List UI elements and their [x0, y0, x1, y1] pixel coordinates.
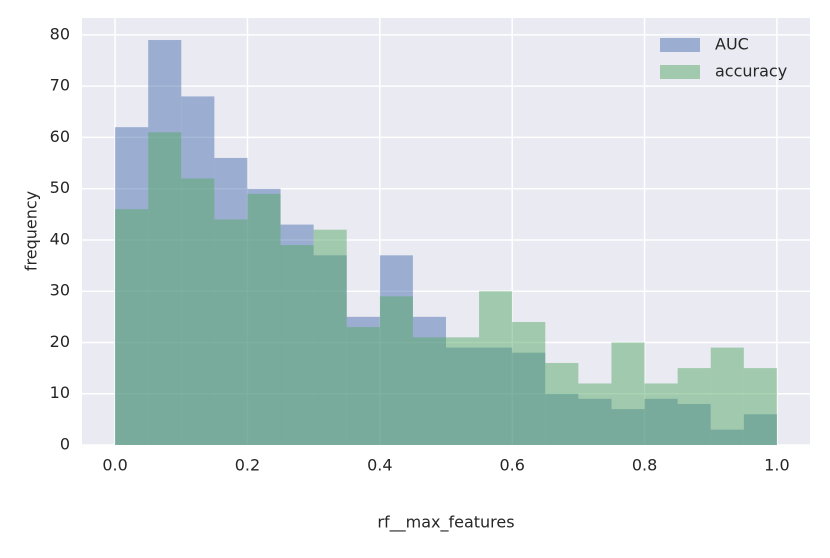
histogram-bar [578, 383, 612, 445]
y-tick-label: 70 [50, 76, 70, 95]
legend-swatch [660, 65, 700, 79]
histogram-bar [346, 327, 380, 445]
histogram-bar [148, 132, 182, 446]
y-tick-label: 20 [50, 332, 70, 351]
legend: AUC accuracy [660, 35, 787, 81]
x-tick-label: 0.8 [632, 456, 657, 475]
histogram-bar [412, 337, 446, 445]
histogram-bar [479, 291, 513, 445]
y-tick-label: 40 [50, 229, 70, 248]
histogram-bar [379, 296, 413, 445]
histogram-bar [512, 321, 546, 445]
bars [115, 40, 777, 446]
histogram-bar [611, 342, 645, 445]
x-tick-label: 0.2 [235, 456, 260, 475]
legend-swatch [660, 38, 700, 52]
x-tick-label: 0.0 [102, 456, 127, 475]
histogram-bar [280, 245, 314, 445]
histogram-bar [644, 383, 678, 445]
histogram-bar [313, 229, 347, 445]
histogram-bar [115, 209, 149, 445]
histogram-bar [710, 347, 744, 445]
y-tick-label: 60 [50, 127, 70, 146]
x-tick-label: 0.4 [367, 456, 392, 475]
y-tick-label: 10 [50, 383, 70, 402]
histogram-bar [446, 337, 480, 445]
histogram-bar [247, 193, 281, 445]
histogram-bar [743, 368, 777, 445]
y-tick-label: 80 [50, 24, 70, 43]
x-tick-label: 1.0 [764, 456, 789, 475]
y-tick-label: 50 [50, 178, 70, 197]
y-tick-label: 30 [50, 281, 70, 300]
histogram-bar [677, 368, 711, 445]
legend-label: AUC [715, 35, 749, 54]
histogram-bar [181, 178, 215, 445]
x-tick-label: 0.6 [499, 456, 524, 475]
legend-label: accuracy [715, 62, 787, 81]
y-axis-label: frequency [22, 191, 41, 271]
histogram-bar [545, 362, 579, 445]
y-tick-label: 0 [60, 435, 70, 454]
x-axis-label: rf__max_features [377, 513, 514, 533]
histogram-bar [214, 219, 248, 445]
